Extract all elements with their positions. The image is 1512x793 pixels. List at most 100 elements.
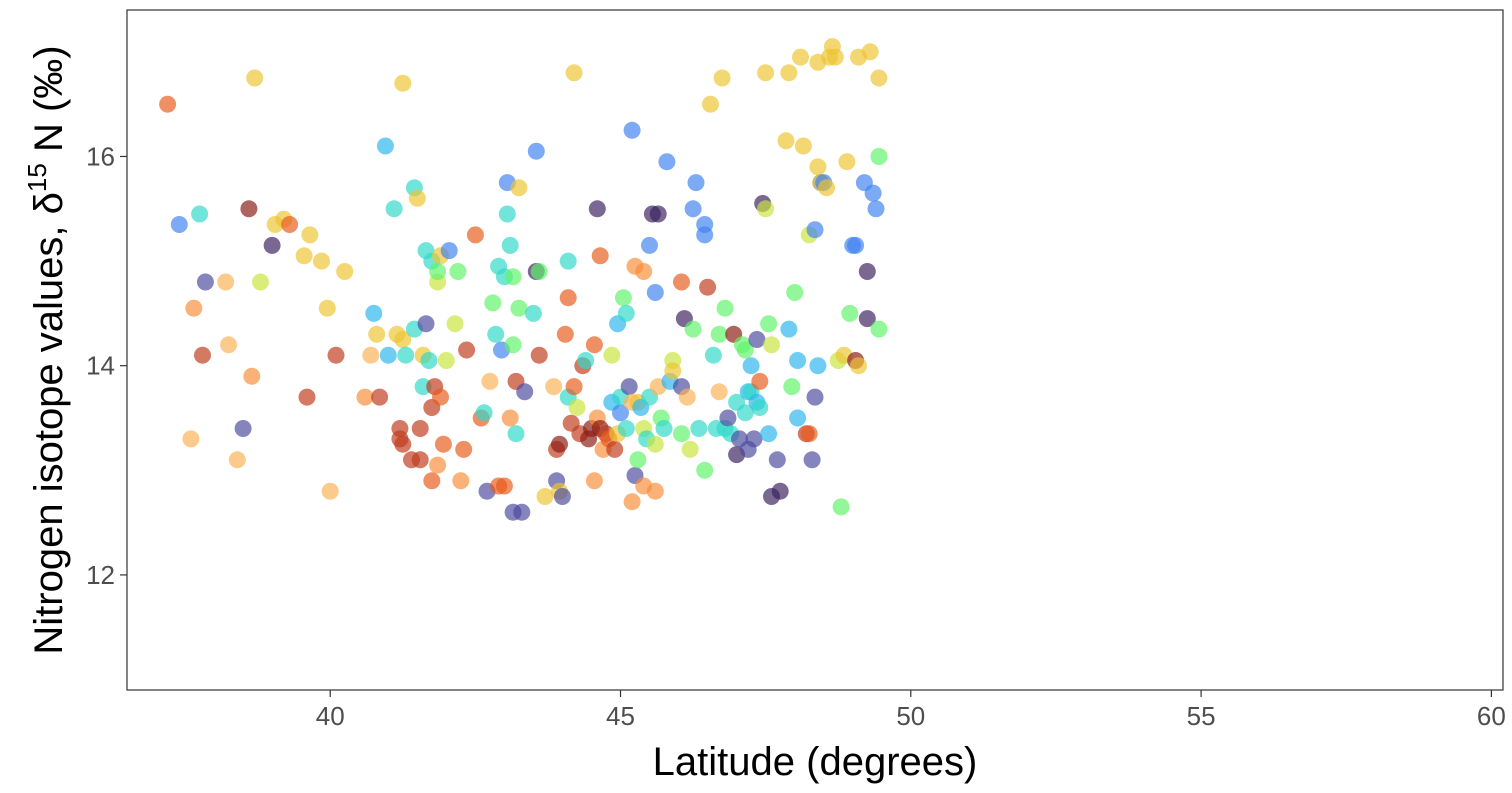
data-point xyxy=(530,263,548,280)
data-point xyxy=(417,315,435,333)
data-point xyxy=(850,357,867,375)
data-point xyxy=(864,184,882,202)
data-point xyxy=(376,137,394,155)
data-point xyxy=(617,304,635,322)
data-point xyxy=(606,440,624,458)
data-point xyxy=(423,472,441,490)
data-point xyxy=(394,74,412,92)
data-point xyxy=(858,263,876,280)
data-point xyxy=(434,435,452,453)
data-point xyxy=(794,137,812,155)
data-point xyxy=(440,242,458,260)
data-point xyxy=(649,205,667,223)
x-tick-label: 60 xyxy=(1477,701,1506,731)
data-point xyxy=(559,252,577,270)
data-point xyxy=(635,263,653,280)
data-point xyxy=(452,472,470,490)
data-point xyxy=(196,273,214,291)
data-point xyxy=(617,420,635,437)
data-point xyxy=(783,378,801,396)
data-point xyxy=(170,216,188,233)
data-point xyxy=(281,216,299,233)
data-point xyxy=(678,388,696,406)
data-point xyxy=(536,488,554,505)
data-point xyxy=(710,383,728,401)
data-point xyxy=(429,456,447,474)
data-point xyxy=(780,320,798,338)
data-point xyxy=(713,69,731,87)
data-point xyxy=(510,179,528,197)
data-point xyxy=(240,200,258,218)
data-point xyxy=(458,341,476,359)
data-point xyxy=(475,404,493,422)
data-point xyxy=(757,200,775,218)
data-point xyxy=(565,64,583,82)
data-point xyxy=(841,304,859,322)
y-tick-label: 16 xyxy=(86,141,115,171)
data-point xyxy=(379,346,397,364)
data-point xyxy=(336,263,354,280)
data-point xyxy=(800,425,818,443)
data-point xyxy=(673,425,690,443)
data-point xyxy=(368,325,386,343)
data-point xyxy=(228,451,246,469)
data-point xyxy=(768,451,786,469)
data-point xyxy=(252,273,269,291)
data-point xyxy=(466,226,484,244)
data-point xyxy=(559,289,577,307)
data-point xyxy=(870,148,888,165)
data-point xyxy=(614,289,632,307)
data-point xyxy=(620,378,638,396)
data-point xyxy=(365,304,383,322)
data-point xyxy=(318,299,336,317)
data-point xyxy=(719,409,737,427)
y-axis-title: Nitrogen isotope values, δ15 N (‰) xyxy=(22,45,71,654)
data-point xyxy=(484,294,502,312)
data-point xyxy=(646,482,664,500)
data-point xyxy=(847,236,865,254)
data-point xyxy=(516,383,534,401)
data-point xyxy=(789,352,807,369)
data-point xyxy=(696,461,714,479)
data-point xyxy=(501,236,519,254)
y-axis-title-main: Nitrogen isotope values, δ xyxy=(27,192,71,655)
data-point xyxy=(858,310,876,328)
data-point xyxy=(684,200,702,218)
data-point xyxy=(432,388,449,406)
data-point xyxy=(588,200,606,218)
data-point xyxy=(437,352,455,369)
data-point xyxy=(603,346,621,364)
data-point xyxy=(870,69,888,87)
data-point xyxy=(234,420,252,437)
data-point xyxy=(704,346,722,364)
data-point xyxy=(565,378,583,396)
data-point xyxy=(495,477,513,495)
data-point xyxy=(673,273,690,291)
data-point xyxy=(481,372,499,390)
data-point xyxy=(760,425,778,443)
data-points xyxy=(159,38,888,521)
data-point xyxy=(507,425,525,443)
plot-border xyxy=(126,9,1504,691)
data-point xyxy=(687,174,705,192)
x-tick-label: 40 xyxy=(316,701,345,731)
plot-background xyxy=(127,10,1503,690)
data-point xyxy=(710,325,728,343)
y-tick-label: 14 xyxy=(86,351,115,381)
data-point xyxy=(777,132,795,150)
data-point xyxy=(757,64,775,82)
data-point xyxy=(487,325,505,343)
data-point xyxy=(411,451,429,469)
data-point xyxy=(763,336,780,354)
data-point xyxy=(504,268,522,286)
data-point xyxy=(420,352,438,369)
data-point xyxy=(585,336,603,354)
data-point xyxy=(298,388,316,406)
data-point xyxy=(263,236,281,254)
data-point xyxy=(194,346,211,364)
data-point xyxy=(748,331,766,348)
data-point xyxy=(527,142,545,160)
data-point xyxy=(449,263,467,280)
data-point xyxy=(751,399,769,416)
data-point xyxy=(696,226,714,244)
